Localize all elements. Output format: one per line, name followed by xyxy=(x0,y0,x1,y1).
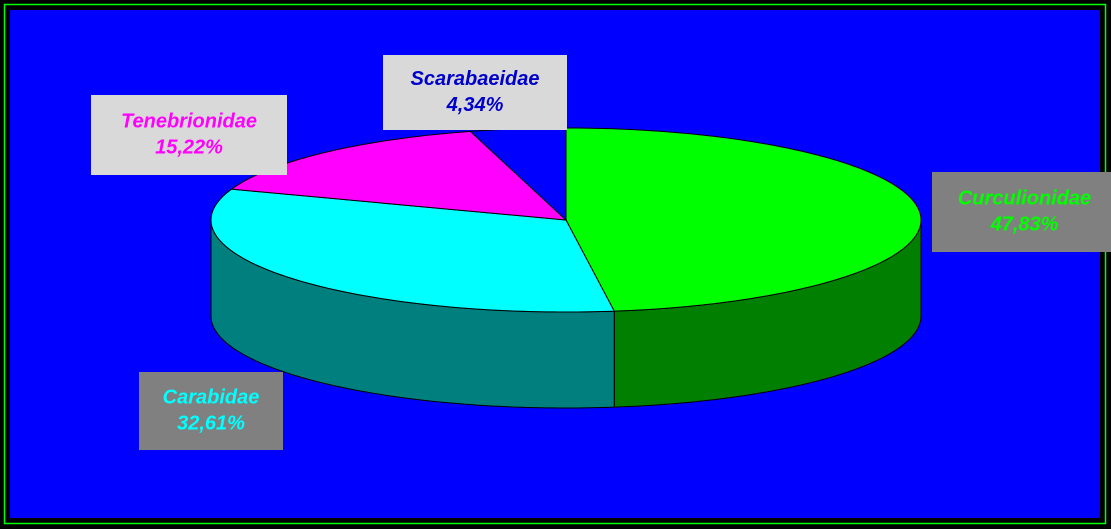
label-box xyxy=(932,172,1111,252)
label-box xyxy=(139,372,283,450)
label-box xyxy=(383,55,567,130)
value-label: 32,61% xyxy=(177,412,245,434)
pie-slice xyxy=(210,188,616,313)
slice-label: Scarabaeidae xyxy=(411,68,540,90)
slice-label: Curculionidae xyxy=(958,187,1091,209)
pie-slice xyxy=(565,127,922,312)
value-label: 47,83% xyxy=(990,213,1059,235)
value-label: 15,22% xyxy=(155,136,223,158)
label-box xyxy=(91,95,287,175)
pie-slice xyxy=(230,130,568,221)
frame xyxy=(3,3,1107,525)
slice-label: Tenebrionidae xyxy=(121,110,257,132)
value-label: 4,34% xyxy=(446,94,504,116)
slice-label: Carabidae xyxy=(163,386,260,408)
